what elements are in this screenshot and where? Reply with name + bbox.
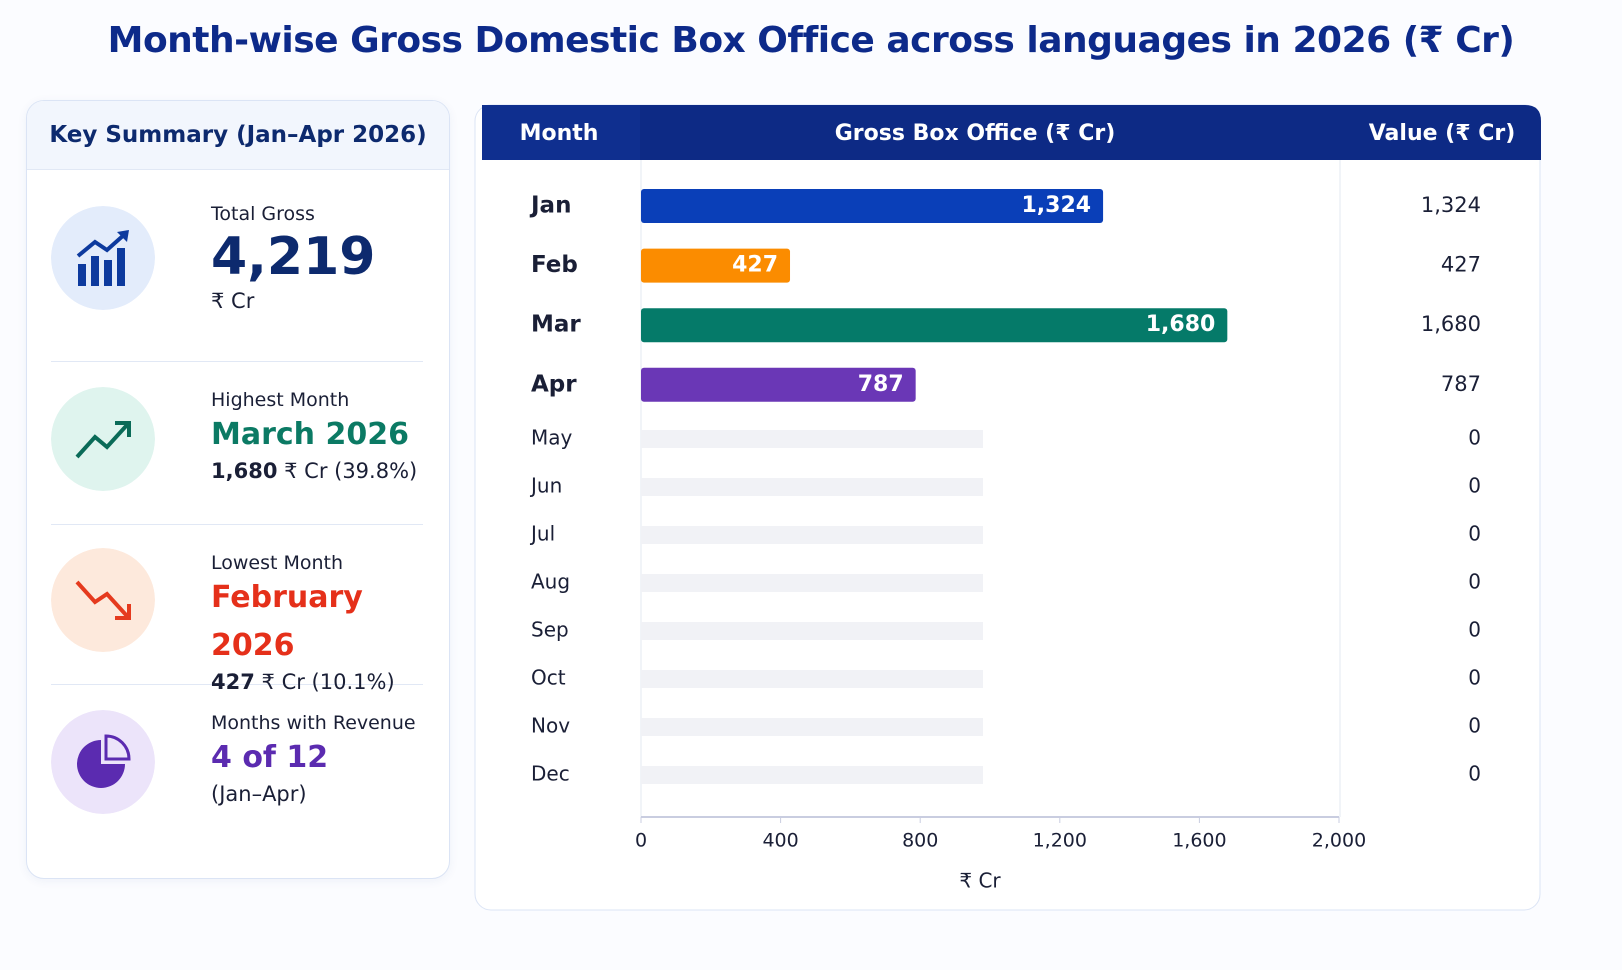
category-label: Jan (529, 193, 571, 219)
value-cell: 1,324 (1421, 193, 1481, 217)
table-header (482, 105, 1541, 160)
empty-track (641, 766, 983, 784)
x-tick-label: 1,200 (1033, 830, 1087, 852)
value-cell: 0 (1468, 426, 1481, 450)
category-label: Mar (531, 312, 581, 338)
category-label: Jun (529, 474, 562, 498)
x-axis-label: ₹ Cr (959, 869, 1001, 893)
icon (51, 548, 155, 652)
empty-track (641, 622, 983, 640)
value-cell: 0 (1468, 762, 1481, 786)
x-tick-label: 800 (902, 830, 938, 852)
column-header: Value (₹ Cr) (1369, 121, 1516, 146)
header-cell (482, 105, 640, 160)
bar-label: 1,680 (1146, 312, 1216, 337)
category-label: Dec (531, 762, 570, 786)
item-note-value: 1,680 (211, 459, 278, 483)
item-label: Lowest Month (211, 552, 344, 574)
value-cell: 1,680 (1421, 312, 1481, 336)
empty-track (641, 478, 983, 496)
empty-track (641, 574, 983, 592)
x-tick-label: 0 (635, 830, 647, 852)
item-note: ₹ Cr (211, 289, 255, 313)
item-label: Highest Month (211, 389, 350, 411)
category-label: Feb (531, 252, 578, 278)
empty-track (641, 430, 983, 448)
item-note: ₹ Cr (39.8%) (284, 459, 418, 483)
value-cell: 0 (1468, 666, 1481, 690)
page-title: Month-wise Gross Domestic Box Office acr… (107, 20, 1515, 61)
chart-card (474, 104, 1541, 911)
item-label: Total Gross (211, 203, 315, 225)
category-label: May (531, 426, 573, 450)
bar (641, 189, 1104, 223)
column-header: Gross Box Office (₹ Cr) (835, 121, 1116, 146)
summary-item: Highest Month March 2026 1,680 ₹ Cr (39.… (51, 361, 423, 525)
summary-item: Total Gross 4,219 ₹ Cr (51, 201, 423, 362)
value-cell: 0 (1468, 714, 1481, 738)
x-tick-label: 1,600 (1172, 830, 1226, 852)
empty-track (641, 718, 983, 736)
bar-label: 1,324 (1021, 193, 1091, 218)
bar (641, 367, 916, 402)
item-note: (Jan–Apr) (211, 782, 307, 806)
category-label: Sep (531, 618, 569, 642)
summary-title: Key Summary (Jan–Apr 2026) (27, 101, 449, 170)
icon (51, 206, 155, 310)
column-header: Month (520, 121, 599, 146)
value-cell: 0 (1468, 570, 1481, 594)
value-cell: 0 (1468, 522, 1481, 546)
category-label: Apr (531, 371, 577, 397)
bar-label: 787 (858, 372, 904, 397)
item-value: 4,219 (211, 227, 376, 287)
summary-card: Key Summary (Jan–Apr 2026) Total Gross 4… (26, 100, 450, 879)
item-note: ₹ Cr (10.1%) (261, 670, 395, 694)
item-label: Months with Revenue (211, 712, 416, 734)
category-label: Aug (531, 570, 570, 594)
category-label: Nov (531, 714, 570, 738)
value-cell: 787 (1441, 372, 1481, 396)
item-note-value: 427 (211, 670, 255, 694)
empty-track (641, 670, 983, 688)
x-tick-label: 2,000 (1312, 830, 1366, 852)
category-label: Jul (529, 522, 555, 546)
summary-item: Lowest Month February 2026 427 ₹ Cr (10.… (51, 524, 423, 694)
item-value: March 2026 (211, 417, 409, 452)
x-tick-label: 400 (762, 830, 798, 852)
icon (51, 387, 155, 491)
bar-label: 427 (732, 253, 778, 278)
item-value: February 2026 (211, 580, 363, 663)
value-cell: 427 (1441, 253, 1481, 277)
icon (51, 710, 155, 814)
bar (641, 308, 1228, 343)
value-cell: 0 (1468, 474, 1481, 498)
bar (641, 248, 791, 283)
item-value: 4 of 12 (211, 740, 329, 775)
value-cell: 0 (1468, 618, 1481, 642)
empty-track (641, 526, 983, 544)
summary-item: Months with Revenue 4 of 12 (Jan–Apr) (51, 684, 423, 854)
category-label: Oct (531, 666, 566, 690)
